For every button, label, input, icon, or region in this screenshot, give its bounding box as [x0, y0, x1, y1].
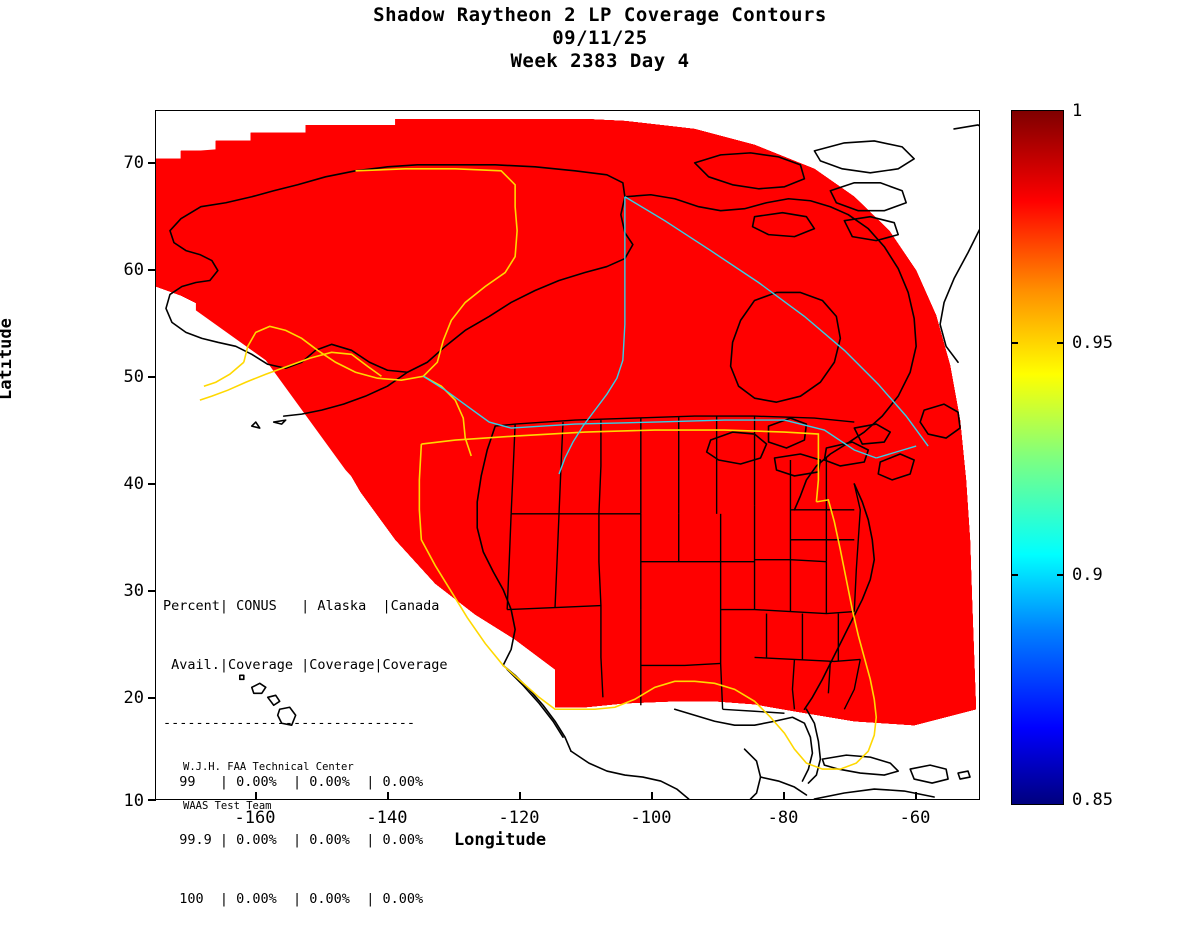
xtick--140: -140 [366, 808, 408, 828]
service-volume-boundary-layer [199, 168, 878, 770]
xtick--60: -60 [899, 808, 931, 828]
credit-block: W.J.H. FAA Technical Center WAAS Test Te… [183, 735, 354, 839]
colorbar-tick-1: 1 [1072, 101, 1083, 121]
xtick--80: -80 [767, 808, 799, 828]
ytick-50: 50 [123, 367, 144, 387]
colorbar-tick-0.85: 0.85 [1072, 790, 1113, 810]
ytick-mark-60 [148, 269, 156, 271]
coastlines-layer [165, 124, 979, 799]
table-header-row-1: Percent| CONUS | Alaska |Canada [163, 598, 440, 614]
colorbar-tick-mark-0.9-right [1057, 574, 1064, 576]
xtick-mark--160 [255, 792, 257, 800]
credit-line-1: W.J.H. FAA Technical Center [183, 761, 354, 773]
coverage-map-svg [156, 111, 979, 799]
ytick-mark-10 [148, 799, 156, 801]
table-rule: ------------------------------- [163, 715, 415, 731]
coverage-field [156, 119, 976, 725]
colorbar-tick-0.95: 0.95 [1072, 333, 1113, 353]
colorbar-tick-0.9: 0.9 [1072, 565, 1103, 585]
xtick-mark--100 [651, 792, 653, 800]
figure-title: Shadow Raytheon 2 LP Coverage Contours 0… [0, 4, 1200, 73]
xtick--100: -100 [630, 808, 672, 828]
ytick-mark-40 [148, 483, 156, 485]
table-row: 100 | 0.00% | 0.00% | 0.00% [163, 890, 424, 907]
ytick-20: 20 [123, 688, 144, 708]
ytick-70: 70 [123, 153, 144, 173]
colorbar-tick-mark-0.95-left [1011, 342, 1018, 344]
title-line-1: Shadow Raytheon 2 LP Coverage Contours [373, 4, 827, 26]
ytick-10: 10 [123, 791, 144, 811]
map-plot-area [155, 110, 980, 800]
ytick-mark-70 [148, 162, 156, 164]
xtick-mark--80 [783, 792, 785, 800]
table-row: 99 | 0.00% | 0.00% | 0.00% [163, 773, 424, 790]
credit-line-2: WAAS Test Team [183, 800, 272, 812]
coverage-summary-table: Percent| CONUS | Alaska |Canada Avail.|C… [163, 558, 447, 948]
colorbar-tick-mark-0.9-left [1011, 574, 1018, 576]
ytick-mark-30 [148, 590, 156, 592]
ytick-30: 30 [123, 581, 144, 601]
ytick-mark-50 [148, 376, 156, 378]
title-line-3: Week 2383 Day 4 [510, 50, 690, 72]
xtick--160: -160 [234, 808, 276, 828]
ytick-mark-20 [148, 697, 156, 699]
us-state-borders-layer [495, 415, 861, 714]
ytick-60: 60 [123, 260, 144, 280]
y-axis-title: Latitude [0, 318, 16, 400]
xtick--120: -120 [498, 808, 540, 828]
coverage-core [195, 130, 961, 692]
colorbar [1011, 110, 1064, 805]
ytick-40: 40 [123, 474, 144, 494]
colorbar-tick-mark-0.95-right [1057, 342, 1064, 344]
title-line-2: 09/11/25 [552, 27, 648, 49]
table-header-row-2: Avail.|Coverage |Coverage|Coverage [163, 656, 448, 673]
colorbar-gradient [1012, 111, 1063, 804]
canada-border-layer [422, 196, 929, 475]
xtick-mark--60 [915, 792, 917, 800]
xtick-mark--120 [519, 792, 521, 800]
table-row: 99.9 | 0.00% | 0.00% | 0.00% [163, 832, 424, 848]
figure-canvas: Shadow Raytheon 2 LP Coverage Contours 0… [0, 4, 1200, 907]
xtick-mark--140 [387, 792, 389, 800]
x-axis-title: Longitude [453, 830, 547, 850]
